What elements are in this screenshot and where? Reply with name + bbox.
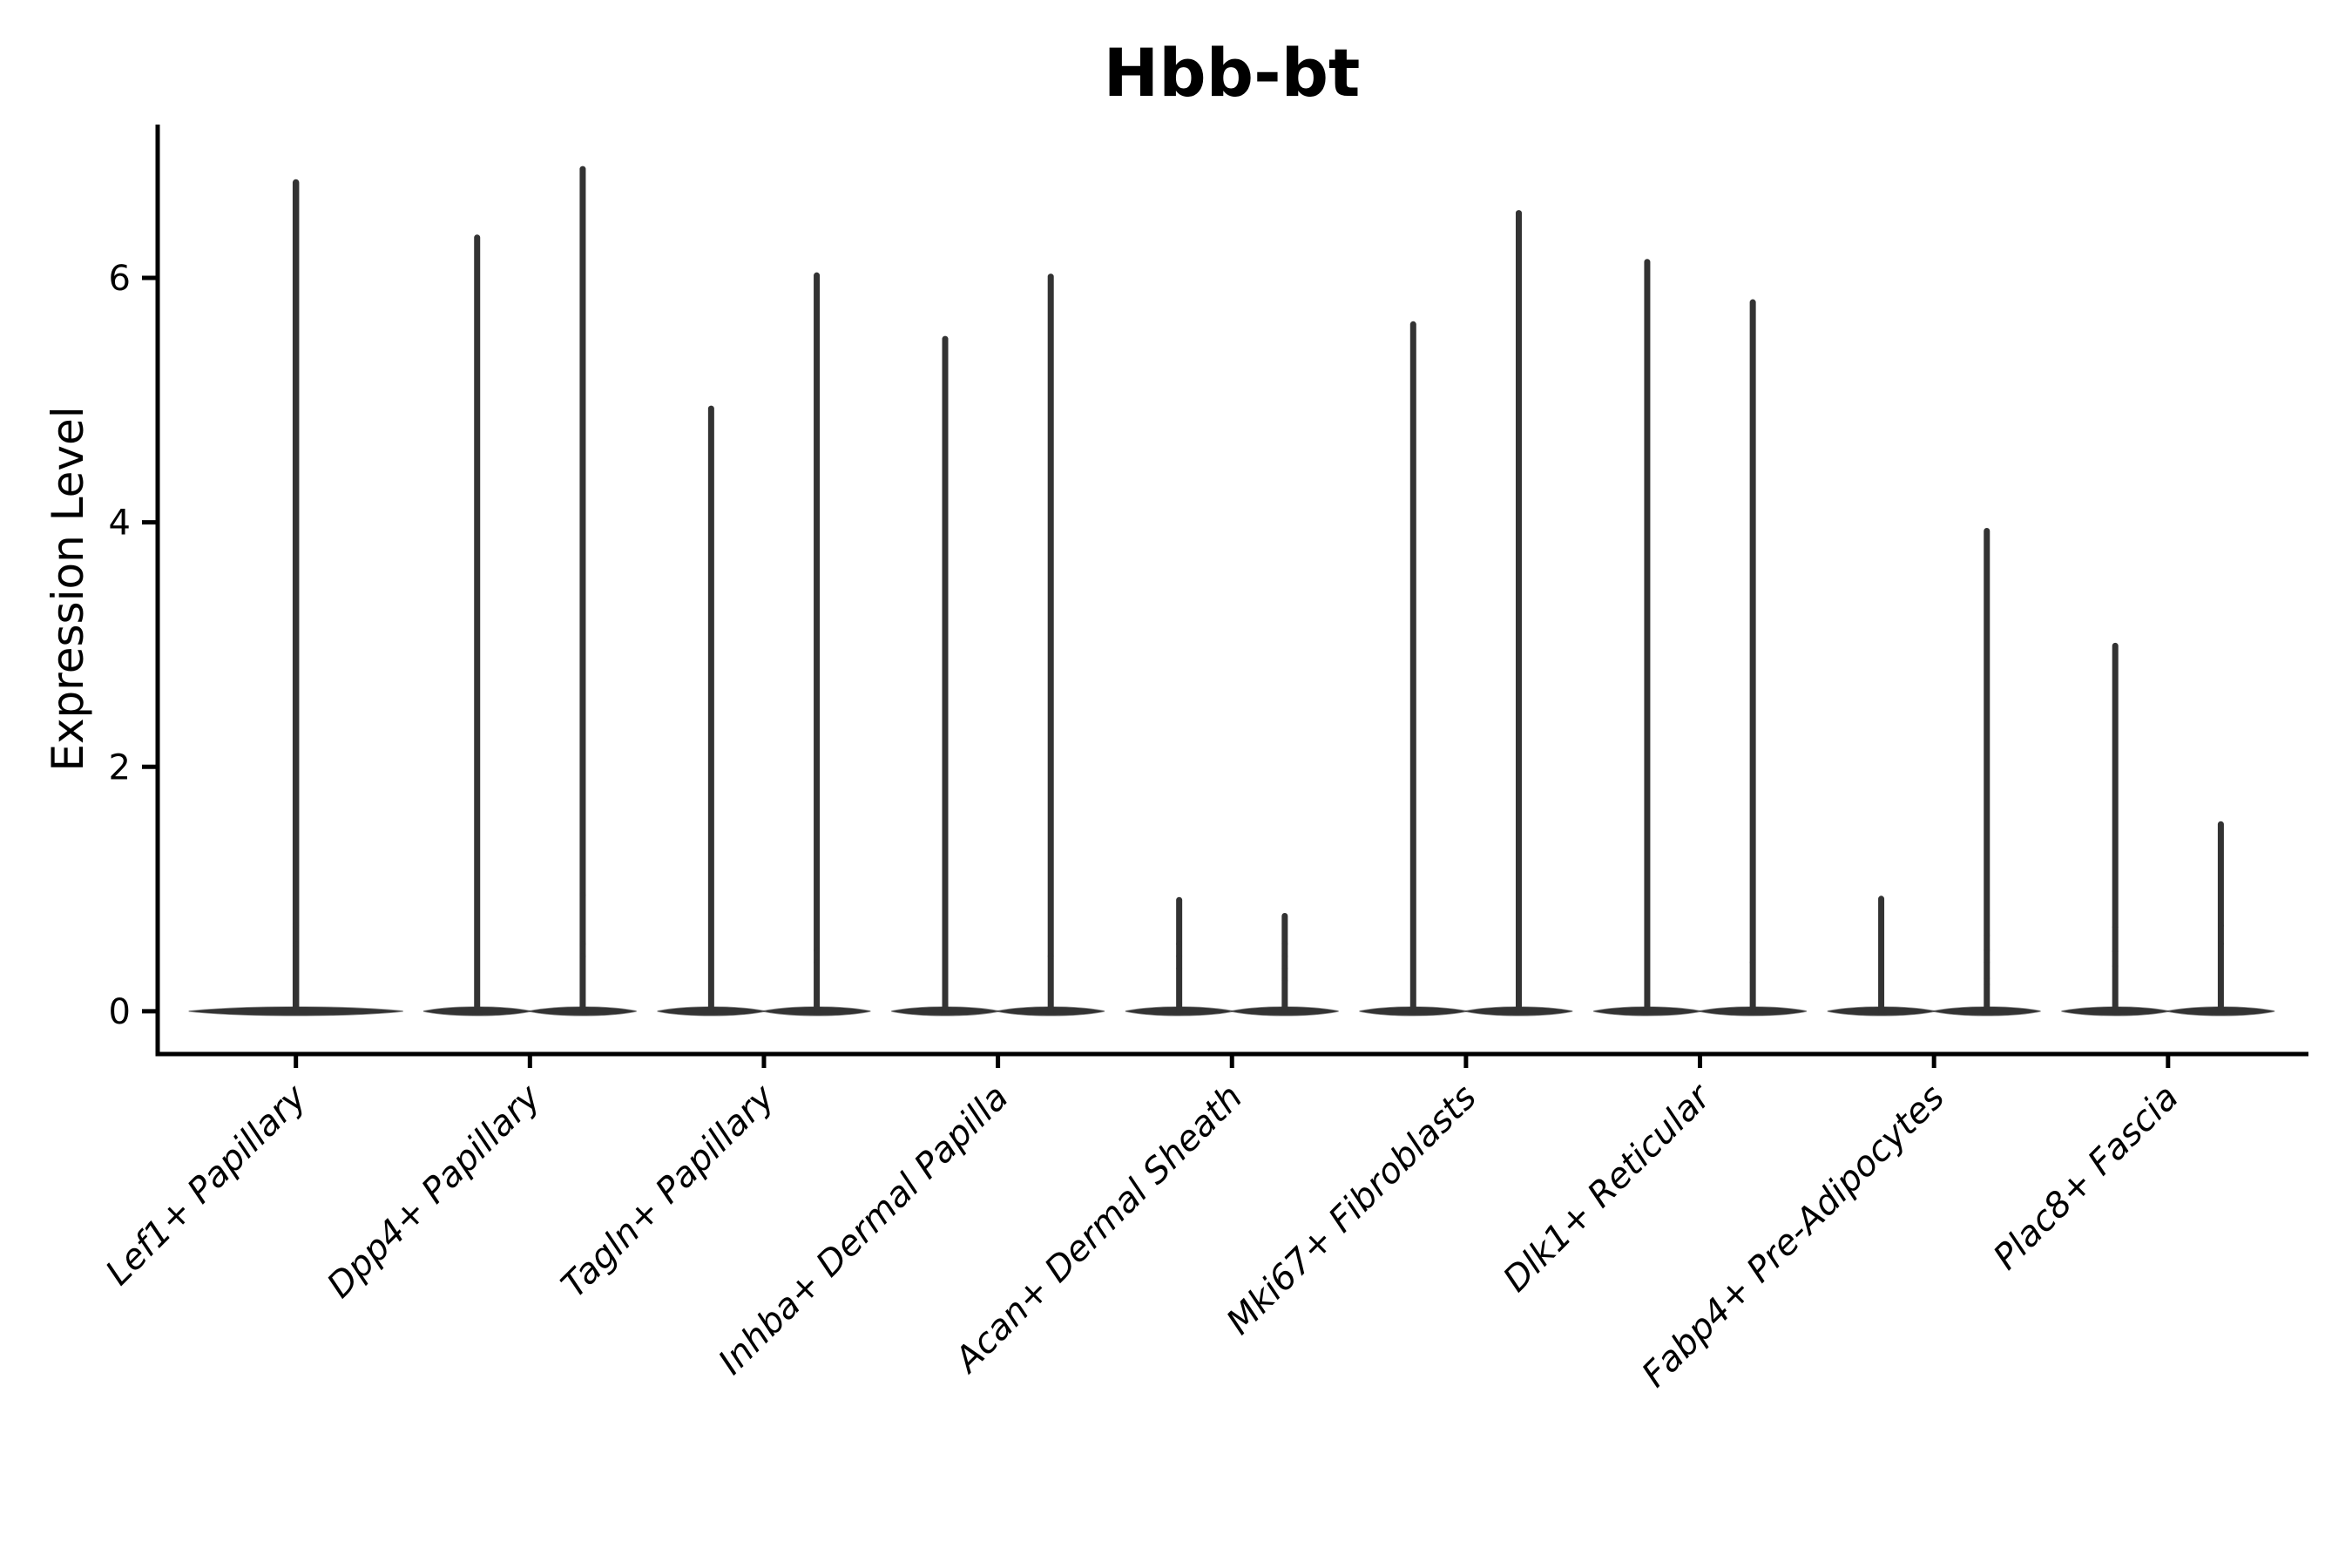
cell-point: [814, 947, 820, 954]
cell-point: [1176, 941, 1183, 948]
cell-point: [1984, 981, 1990, 988]
x-tick-label: Lef1+ Papillary: [98, 1077, 315, 1294]
cell-point: [579, 941, 586, 948]
y-tick-label: 6: [109, 259, 131, 299]
cell-point: [2112, 963, 2119, 970]
cell-point: [1984, 947, 1990, 954]
cell-point: [1281, 977, 1288, 984]
y-ticks: 0 2 4 6: [109, 259, 158, 1032]
violin-group: [1125, 896, 1339, 1017]
cell-point: [1281, 941, 1288, 948]
x-tick-label: Plac8+ Fascia: [1986, 1078, 2186, 1278]
cell-point: [2218, 941, 2224, 948]
cell-point: [293, 923, 300, 929]
violin-group: [1827, 527, 2041, 1017]
cell-point: [2112, 948, 2119, 955]
cell-point: [1984, 975, 1990, 982]
y-axis-label: Expression Level: [43, 406, 93, 771]
y-tick-label: 0: [109, 992, 131, 1032]
violin-group: [657, 272, 871, 1017]
cell-point: [579, 953, 586, 960]
cell-point: [814, 959, 820, 966]
plot-title: Hbb-bt: [1104, 34, 1361, 112]
cell-point: [1984, 959, 1990, 966]
cell-point: [1281, 965, 1288, 972]
cell-point: [579, 892, 586, 898]
cell-point: [1281, 953, 1288, 960]
cell-point: [1984, 932, 1990, 939]
violin-group: [891, 274, 1105, 1017]
cell-point: [1176, 953, 1183, 960]
violin-group: [188, 179, 403, 1017]
x-tick-label: Tagln+ Papillary: [554, 1077, 783, 1306]
cell-point: [2112, 923, 2119, 930]
violin-group: [2061, 642, 2275, 1017]
cell-point: [1749, 959, 1756, 966]
cell-point: [293, 941, 300, 948]
violin-group: [1359, 210, 1573, 1017]
violins: [188, 166, 2275, 1017]
cell-point: [1176, 965, 1183, 972]
y-tick-label: 4: [109, 504, 131, 544]
cell-point: [1047, 953, 1054, 960]
violin-group: [422, 166, 637, 1017]
x-tick-label: Dpp4+ Papillary: [320, 1077, 549, 1306]
violin-group: [1593, 259, 1807, 1017]
x-tick-label: Dlk1+ Reticular: [1496, 1076, 1720, 1300]
x-tick-label: Mki67+ Fibroblasts: [1219, 1078, 1484, 1343]
cell-point: [2218, 923, 2224, 929]
y-tick-label: 2: [109, 747, 131, 787]
x-ticks: Lef1+ Papillary Dpp4+ Papillary Tagln+ Pap…: [98, 1054, 2186, 1395]
